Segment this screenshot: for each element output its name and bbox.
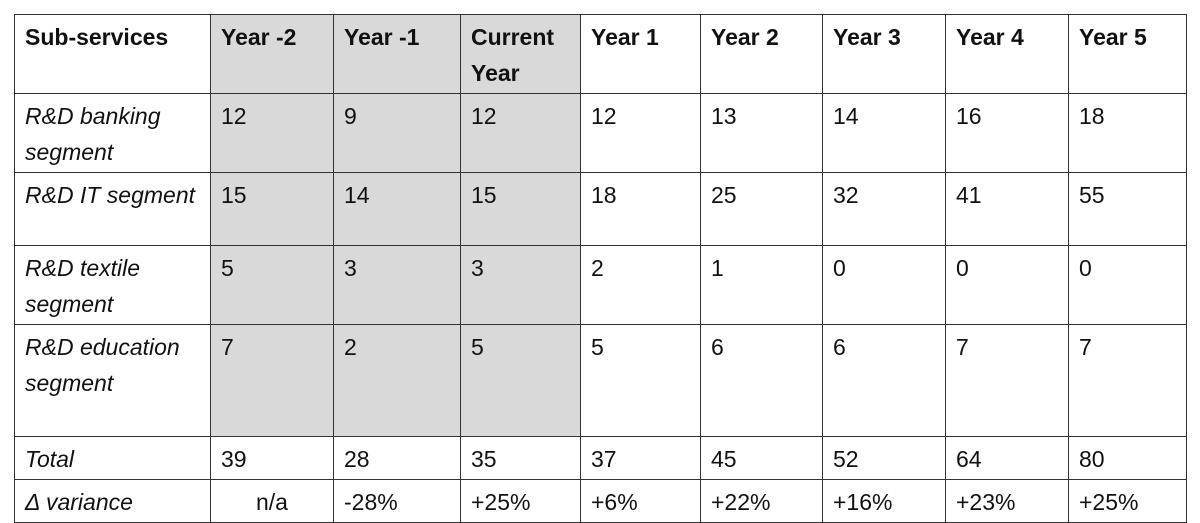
- row-label: R&D education segment: [14, 324, 211, 437]
- value-cell: 2: [580, 245, 701, 325]
- value-cell: 0: [945, 245, 1069, 325]
- value-cell: 2: [333, 324, 461, 437]
- header-cell: Year -1: [333, 14, 461, 94]
- header-cell: Year 2: [700, 14, 823, 94]
- value-cell: 15: [210, 172, 334, 246]
- value-cell: 13: [700, 93, 823, 173]
- value-cell: 12: [580, 93, 701, 173]
- value-cell: 5: [210, 245, 334, 325]
- value-cell: 18: [1068, 93, 1187, 173]
- value-cell: 7: [210, 324, 334, 437]
- table-row: R&D education segment 7 2 5 5 6 6 7 7: [14, 324, 1187, 437]
- value-cell: +22%: [700, 479, 823, 523]
- value-cell: 25: [700, 172, 823, 246]
- table-body: R&D banking segment 12 9 12 12 13 14 16 18 R&D IT…: [14, 93, 1187, 523]
- value-cell: 5: [460, 324, 581, 437]
- header-cell: Year 5: [1068, 14, 1187, 94]
- data-table: Sub-services Year -2 Year -1 Current Year Ye…: [14, 14, 1187, 523]
- value-cell: 6: [700, 324, 823, 437]
- value-cell: +25%: [460, 479, 581, 523]
- header-cell: Year 1: [580, 14, 701, 94]
- value-cell: 28: [333, 436, 461, 480]
- row-label: R&D textile segment: [14, 245, 211, 325]
- value-cell: 16: [945, 93, 1069, 173]
- value-cell: 80: [1068, 436, 1187, 480]
- header-cell: Current Year: [460, 14, 581, 94]
- row-label: R&D banking segment: [14, 93, 211, 173]
- value-cell: 9: [333, 93, 461, 173]
- row-label: Total: [14, 436, 211, 480]
- table-row: R&D IT segment 15 14 15 18 25 32 41 55: [14, 172, 1187, 246]
- value-cell: 37: [580, 436, 701, 480]
- value-cell: 64: [945, 436, 1069, 480]
- table-row: Total 39 28 35 37 45 52 64 80: [14, 436, 1187, 480]
- value-cell: 6: [822, 324, 946, 437]
- header-cell: Sub-services: [14, 14, 211, 94]
- value-cell: 41: [945, 172, 1069, 246]
- table-head: Sub-services Year -2 Year -1 Current Year Ye…: [14, 14, 1187, 94]
- page: Sub-services Year -2 Year -1 Current Year Ye…: [14, 14, 1187, 523]
- value-cell: 15: [460, 172, 581, 246]
- value-cell: 0: [1068, 245, 1187, 325]
- table-row: Δ variance n/a -28% +25% +6% +22% +16% +23% +25%: [14, 479, 1187, 523]
- table-row: R&D textile segment 5 3 3 2 1 0 0 0: [14, 245, 1187, 325]
- row-label: Δ variance: [14, 479, 211, 523]
- value-cell: 12: [460, 93, 581, 173]
- row-label: R&D IT segment: [14, 172, 211, 246]
- value-cell: 14: [822, 93, 946, 173]
- header-cell: Year 4: [945, 14, 1069, 94]
- value-cell: 52: [822, 436, 946, 480]
- value-cell: +23%: [945, 479, 1069, 523]
- value-cell: 5: [580, 324, 701, 437]
- value-cell: +6%: [580, 479, 701, 523]
- value-cell: 18: [580, 172, 701, 246]
- value-cell: 7: [945, 324, 1069, 437]
- value-cell: 32: [822, 172, 946, 246]
- value-cell: 3: [333, 245, 461, 325]
- value-cell: 45: [700, 436, 823, 480]
- value-cell: +25%: [1068, 479, 1187, 523]
- value-cell: 3: [460, 245, 581, 325]
- value-cell: 0: [822, 245, 946, 325]
- value-cell: n/a: [210, 479, 334, 523]
- header-cell: Year 3: [822, 14, 946, 94]
- value-cell: 12: [210, 93, 334, 173]
- value-cell: +16%: [822, 479, 946, 523]
- value-cell: 14: [333, 172, 461, 246]
- value-cell: 35: [460, 436, 581, 480]
- value-cell: 39: [210, 436, 334, 480]
- header-row: Sub-services Year -2 Year -1 Current Year Ye…: [14, 14, 1187, 94]
- table-row: R&D banking segment 12 9 12 12 13 14 16 18: [14, 93, 1187, 173]
- value-cell: 7: [1068, 324, 1187, 437]
- header-cell: Year -2: [210, 14, 334, 94]
- value-cell: 1: [700, 245, 823, 325]
- value-cell: 55: [1068, 172, 1187, 246]
- value-cell: -28%: [333, 479, 461, 523]
